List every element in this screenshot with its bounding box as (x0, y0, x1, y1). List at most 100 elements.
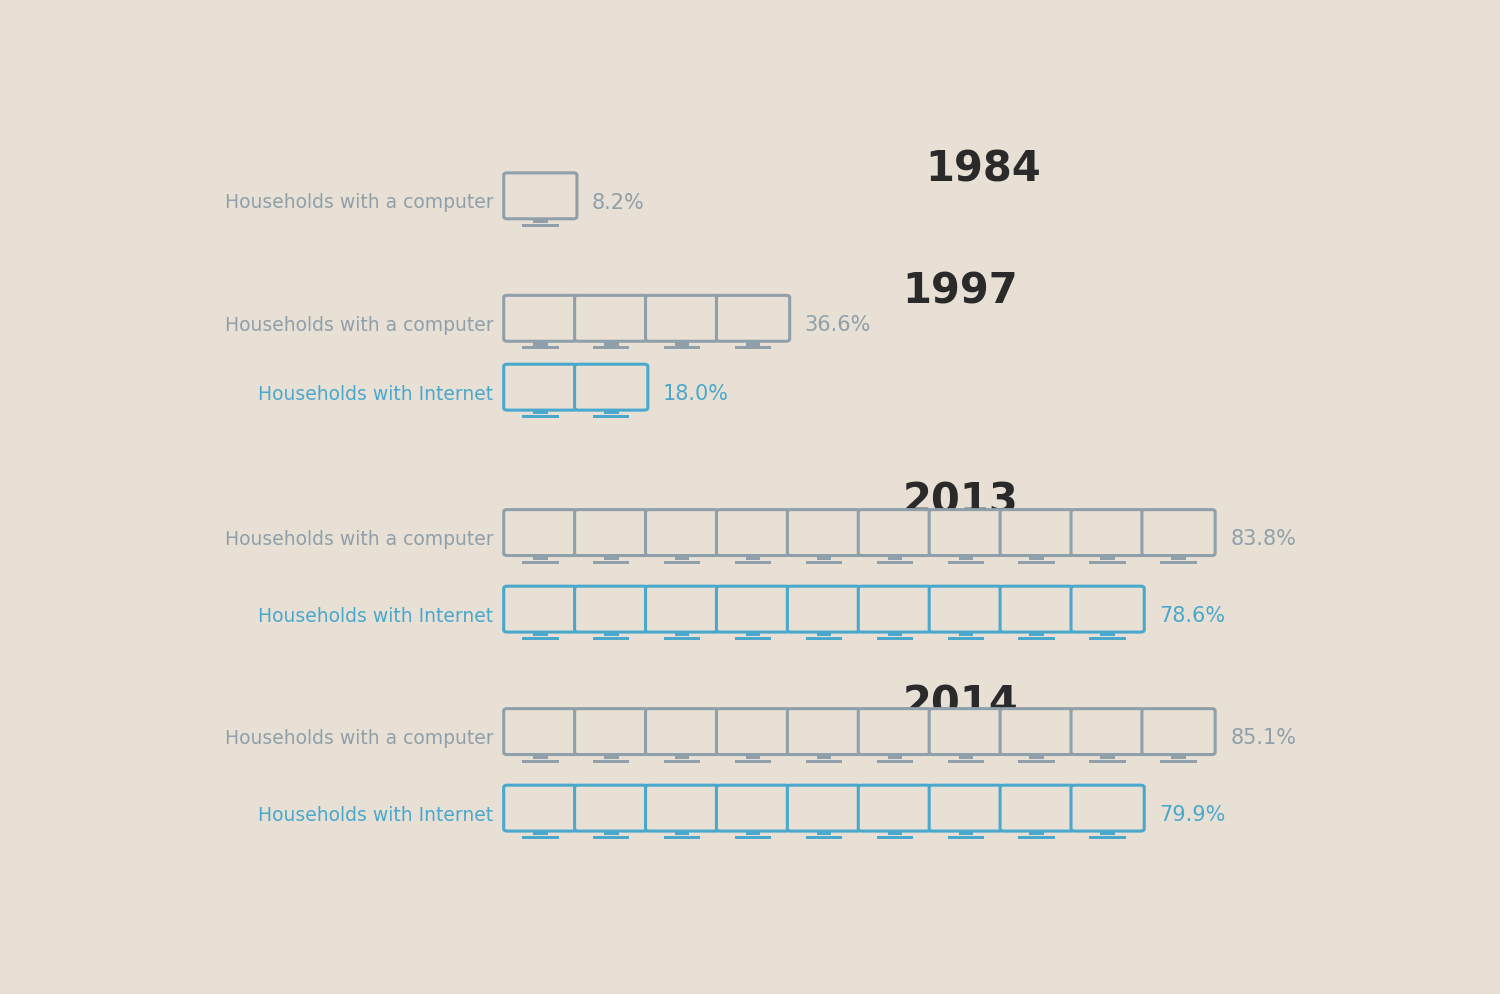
Bar (604, 830, 618, 835)
Bar (746, 753, 760, 758)
Bar (735, 561, 771, 564)
Bar (604, 631, 618, 636)
Bar (675, 631, 690, 636)
Text: Households with a computer: Households with a computer (225, 193, 494, 212)
Text: 8.2%: 8.2% (592, 193, 645, 213)
Text: 78.6%: 78.6% (1160, 606, 1226, 626)
Bar (888, 631, 902, 636)
Bar (958, 631, 974, 636)
Bar (522, 561, 558, 564)
FancyBboxPatch shape (645, 785, 718, 831)
Bar (888, 830, 902, 835)
Bar (1019, 637, 1054, 640)
Bar (1101, 830, 1114, 835)
FancyBboxPatch shape (1071, 586, 1144, 632)
Bar (1161, 759, 1197, 762)
FancyBboxPatch shape (1000, 785, 1074, 831)
Bar (604, 753, 618, 758)
Bar (1161, 561, 1197, 564)
Bar (604, 409, 618, 414)
Bar (816, 555, 831, 560)
Bar (1089, 637, 1126, 640)
Bar (675, 830, 690, 835)
FancyBboxPatch shape (717, 295, 789, 341)
Bar (806, 561, 842, 564)
FancyBboxPatch shape (574, 586, 648, 632)
Text: Households with Internet: Households with Internet (258, 606, 494, 625)
FancyBboxPatch shape (574, 364, 648, 411)
Text: 79.9%: 79.9% (1160, 805, 1226, 825)
Bar (735, 836, 771, 839)
Bar (1101, 631, 1114, 636)
Bar (816, 631, 831, 636)
Bar (532, 218, 548, 223)
Bar (675, 753, 690, 758)
Bar (532, 340, 548, 346)
Bar (604, 555, 618, 560)
Bar (675, 555, 690, 560)
FancyBboxPatch shape (504, 785, 578, 831)
Bar (816, 830, 831, 835)
Text: Households with a computer: Households with a computer (225, 530, 494, 549)
Bar (532, 555, 548, 560)
Text: 2014: 2014 (903, 684, 1019, 726)
Bar (664, 759, 700, 762)
FancyBboxPatch shape (574, 510, 648, 556)
Bar (888, 753, 902, 758)
FancyBboxPatch shape (1071, 785, 1144, 831)
Bar (1089, 561, 1126, 564)
FancyBboxPatch shape (1071, 510, 1144, 556)
FancyBboxPatch shape (788, 586, 861, 632)
Text: 85.1%: 85.1% (1230, 729, 1296, 748)
FancyBboxPatch shape (1142, 510, 1215, 556)
FancyBboxPatch shape (788, 510, 861, 556)
Bar (1101, 753, 1114, 758)
Bar (948, 836, 984, 839)
FancyBboxPatch shape (574, 295, 648, 341)
FancyBboxPatch shape (1000, 709, 1074, 754)
Bar (948, 759, 984, 762)
Bar (664, 637, 700, 640)
FancyBboxPatch shape (1000, 586, 1074, 632)
Bar (1019, 561, 1054, 564)
Bar (746, 631, 760, 636)
Bar (806, 759, 842, 762)
Bar (532, 631, 548, 636)
Bar (592, 415, 630, 418)
Bar (522, 836, 558, 839)
Bar (1029, 631, 1044, 636)
Text: 1997: 1997 (903, 270, 1019, 312)
Bar (1089, 759, 1126, 762)
Bar (592, 836, 630, 839)
Bar (735, 759, 771, 762)
Text: 1984: 1984 (926, 148, 1041, 190)
Bar (1172, 753, 1186, 758)
Bar (592, 637, 630, 640)
Bar (1029, 830, 1044, 835)
FancyBboxPatch shape (504, 364, 578, 411)
Bar (958, 753, 974, 758)
FancyBboxPatch shape (504, 295, 578, 341)
FancyBboxPatch shape (1000, 510, 1074, 556)
Text: Households with Internet: Households with Internet (258, 385, 494, 404)
Text: Households with a computer: Households with a computer (225, 729, 494, 747)
Bar (522, 346, 558, 350)
Bar (532, 830, 548, 835)
Bar (958, 830, 974, 835)
FancyBboxPatch shape (717, 510, 789, 556)
Bar (592, 759, 630, 762)
FancyBboxPatch shape (1142, 709, 1215, 754)
Bar (816, 753, 831, 758)
FancyBboxPatch shape (645, 295, 718, 341)
FancyBboxPatch shape (574, 709, 648, 754)
Bar (1019, 759, 1054, 762)
Text: Households with a computer: Households with a computer (225, 316, 494, 335)
Bar (806, 836, 842, 839)
Bar (1089, 836, 1126, 839)
FancyBboxPatch shape (504, 510, 578, 556)
Bar (675, 340, 690, 346)
Bar (1029, 753, 1044, 758)
Bar (948, 561, 984, 564)
FancyBboxPatch shape (928, 709, 1002, 754)
FancyBboxPatch shape (928, 785, 1002, 831)
